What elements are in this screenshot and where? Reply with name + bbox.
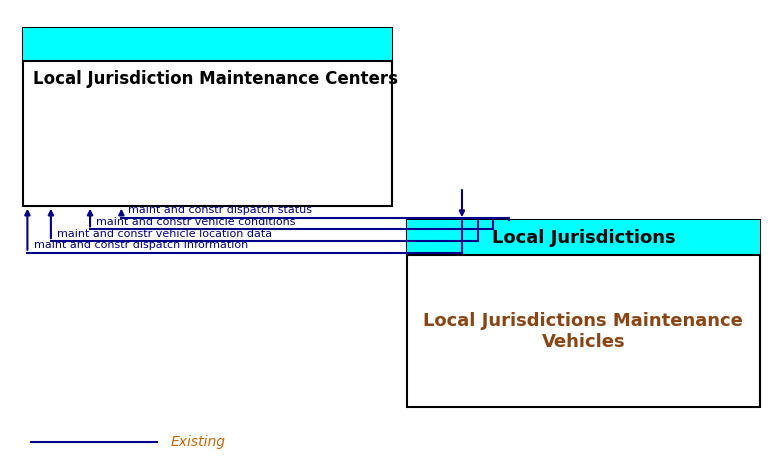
Bar — [23, 28, 392, 206]
Text: Existing: Existing — [171, 435, 226, 449]
Text: maint and constr dispatch status: maint and constr dispatch status — [128, 205, 312, 215]
Bar — [407, 220, 760, 255]
Text: maint and constr dispatch information: maint and constr dispatch information — [34, 241, 248, 250]
Bar — [407, 220, 760, 407]
Text: Local Jurisdictions Maintenance
Vehicles: Local Jurisdictions Maintenance Vehicles — [424, 312, 743, 351]
Text: Local Jurisdictions: Local Jurisdictions — [492, 228, 675, 247]
Text: maint and constr vehicle conditions: maint and constr vehicle conditions — [96, 217, 296, 227]
Text: maint and constr vehicle location data: maint and constr vehicle location data — [57, 229, 272, 239]
Text: Local Jurisdiction Maintenance Centers: Local Jurisdiction Maintenance Centers — [33, 70, 398, 88]
Bar — [23, 28, 392, 61]
